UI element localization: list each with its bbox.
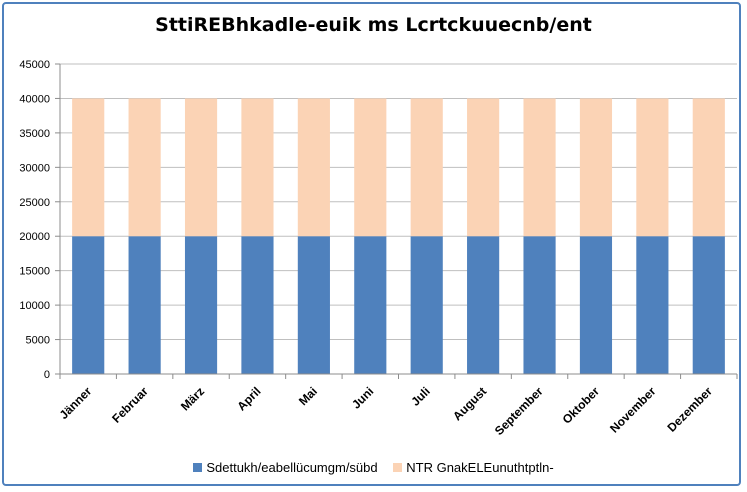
bar-segment-1-jänner <box>72 236 105 374</box>
legend-item-series-1: Sdettukh/eabellücumgm/sübd <box>193 460 378 475</box>
bar-segment-2-oktober <box>579 98 613 237</box>
x-tick-label: Februar <box>109 384 151 426</box>
legend-label-series-1: Sdettukh/eabellücumgm/sübd <box>206 460 378 475</box>
x-tick-label: Juni <box>349 384 376 411</box>
y-tick-label: 35000 <box>19 128 50 140</box>
x-tick-label: September <box>492 384 546 438</box>
chart-title: SttiREBhkadle-euik ms Lcrtckuuecnb/ent <box>155 14 592 36</box>
y-tick-label: 5000 <box>26 335 50 347</box>
bar-segment-2-september <box>523 98 556 237</box>
bar-segment-2-november <box>636 98 669 237</box>
bar-segment-1-juli <box>410 236 443 374</box>
bar-segment-1-november <box>636 236 669 374</box>
y-tick-label: 15000 <box>19 266 50 278</box>
legend-item-series-2: NTR GnakELEunuthtptln- <box>393 460 554 475</box>
x-tick-label: Oktober <box>560 384 603 427</box>
bar-segment-1-märz <box>184 236 218 374</box>
x-tick-label: November <box>607 384 659 436</box>
legend-swatch-series-1 <box>193 463 203 472</box>
x-tick-label: Mai <box>296 384 320 408</box>
y-tick-label: 25000 <box>19 197 50 209</box>
x-tick-label: Jänner <box>57 384 95 422</box>
legend-label-series-2: NTR GnakELEunuthtptln- <box>406 460 554 475</box>
bar-segment-2-august <box>467 98 500 237</box>
bar-segment-1-juni <box>354 236 387 374</box>
x-tick-label: August <box>450 384 489 423</box>
legend-swatch-series-2 <box>393 463 403 472</box>
bar-segment-1-februar <box>128 236 161 374</box>
bar-segment-2-jänner <box>72 98 105 237</box>
y-tick-label: 0 <box>44 369 50 381</box>
bar-segment-2-juli <box>410 98 443 237</box>
bar-segment-2-märz <box>184 98 218 237</box>
bar-segment-1-dezember <box>692 236 725 374</box>
x-tick-label: März <box>178 384 207 413</box>
bar-segment-1-august <box>467 236 500 374</box>
bar-segment-1-april <box>241 236 274 374</box>
bar-segment-2-februar <box>128 98 161 237</box>
y-tick-label: 30000 <box>19 162 50 174</box>
y-tick-label: 10000 <box>19 300 50 312</box>
bar-segment-1-mai <box>297 236 330 374</box>
bar-segment-1-september <box>523 236 556 374</box>
y-tick-label: 40000 <box>19 93 50 105</box>
bar-segment-2-mai <box>297 98 330 237</box>
x-tick-label: April <box>234 384 263 413</box>
x-tick-label: Juli <box>408 384 433 409</box>
bar-segment-1-oktober <box>579 236 613 374</box>
legend: Sdettukh/eabellücumgm/sübd NTR GnakELEun… <box>0 460 747 475</box>
x-tick-label: Dezember <box>664 384 715 435</box>
bar-segment-2-april <box>241 98 274 237</box>
bar-segment-2-juni <box>354 98 387 237</box>
bar-segment-2-dezember <box>692 98 725 237</box>
y-tick-label: 20000 <box>19 231 50 243</box>
y-tick-label: 45000 <box>19 59 50 71</box>
